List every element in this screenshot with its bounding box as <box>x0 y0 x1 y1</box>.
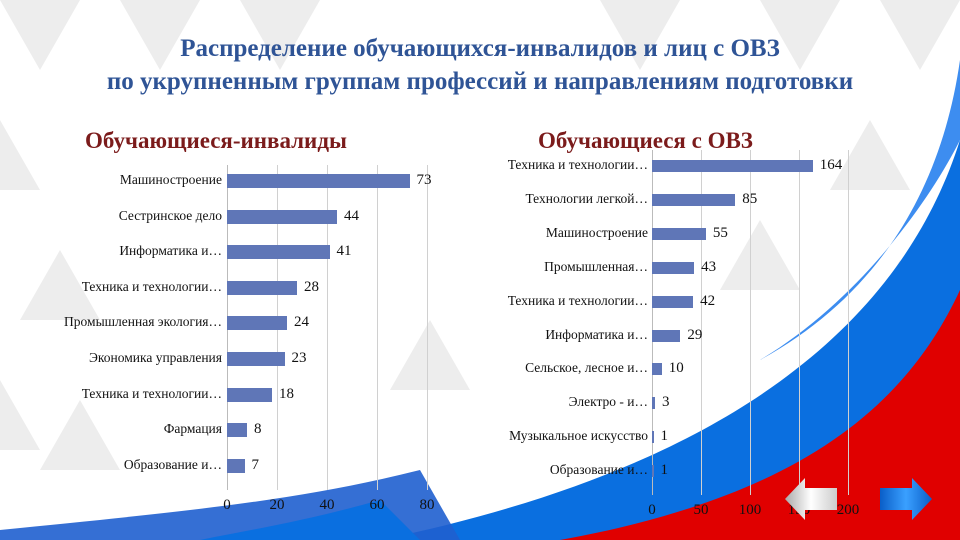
category-label: Технологии легкой… <box>525 190 648 206</box>
gridline <box>427 165 428 490</box>
gridline <box>848 150 849 495</box>
gridline <box>799 150 800 495</box>
chart-title-disabled: Обучающиеся-инвалиды <box>85 128 347 153</box>
category-label: Образование и… <box>549 462 648 478</box>
data-label: 10 <box>668 360 684 377</box>
category-label: Информатика и… <box>545 326 648 342</box>
x-tick-label: 100 <box>738 502 762 518</box>
data-label: 85 <box>742 190 758 207</box>
gridline <box>701 150 702 495</box>
category-label: Машиностроение <box>545 224 648 240</box>
bar <box>652 465 654 478</box>
category-label: Техника и технологии… <box>507 157 648 172</box>
category-label: Сестринское дело <box>118 207 222 223</box>
x-tick-label: 40 <box>319 497 335 513</box>
prev-slide-button[interactable] <box>785 478 837 520</box>
x-tick-label: 200 <box>836 502 860 518</box>
x-tick-label: 0 <box>648 502 656 518</box>
category-label: Экономика управления <box>88 350 222 365</box>
bar <box>652 295 694 308</box>
bar <box>227 209 337 224</box>
category-label: Электро - и… <box>568 394 648 410</box>
category-label: Музыкальное искусство <box>509 428 648 444</box>
next-slide-button[interactable] <box>880 478 932 520</box>
data-label: 1 <box>660 462 669 479</box>
slide-title: Распределение обучающихся-инвалидов и ли… <box>0 32 960 98</box>
bar <box>652 261 695 274</box>
data-label: 29 <box>687 326 703 343</box>
gridline <box>327 165 328 490</box>
arrow-right-icon <box>880 478 932 520</box>
gridline <box>750 150 751 495</box>
category-label: Машиностроение <box>119 172 222 187</box>
data-label: 42 <box>700 292 716 309</box>
data-label: 73 <box>416 172 432 188</box>
data-label: 43 <box>701 258 717 275</box>
bar <box>652 363 662 376</box>
category-label: Информатика и… <box>119 243 222 259</box>
category-label: Образование и… <box>123 456 222 472</box>
bar <box>652 193 736 206</box>
bar <box>227 245 330 260</box>
chart-title-ovz: Обучающиеся с ОВЗ <box>538 128 753 153</box>
bar <box>652 160 813 172</box>
data-label: 55 <box>712 224 728 241</box>
x-tick-label: 60 <box>369 497 385 513</box>
category-label: Фармация <box>163 421 222 437</box>
x-tick-label: 50 <box>693 502 709 518</box>
bar <box>227 387 272 402</box>
bar <box>227 316 287 331</box>
data-label: 8 <box>254 421 262 438</box>
gridline <box>377 165 378 490</box>
bar <box>227 423 247 438</box>
category-label: Техника и технологии… <box>81 278 222 294</box>
bar <box>227 280 297 295</box>
bar <box>227 352 285 366</box>
data-label: 7 <box>251 456 260 473</box>
arrow-left-icon <box>785 478 837 520</box>
data-label: 18 <box>279 385 294 402</box>
category-label: Промышленная… <box>544 258 648 274</box>
data-label: 24 <box>294 314 309 331</box>
bar <box>227 174 410 188</box>
y-axis-line <box>652 150 653 495</box>
x-tick-label: 80 <box>419 497 435 513</box>
category-label: Техника и технологии… <box>507 292 648 308</box>
data-label: 3 <box>661 394 670 411</box>
bar <box>652 397 655 410</box>
bar <box>652 227 706 240</box>
data-label: 23 <box>291 350 307 366</box>
category-label: Техника и технологии… <box>81 385 222 401</box>
slide-title-line2: по укрупненным группам профессий и напра… <box>106 68 854 95</box>
data-label: 44 <box>344 207 359 224</box>
data-label: 28 <box>304 278 319 295</box>
bar <box>652 329 681 342</box>
bar <box>652 431 654 444</box>
category-label: Промышленная экология… <box>64 314 222 330</box>
data-label: 164 <box>819 157 843 173</box>
slide-title-line1: Распределение обучающихся-инвалидов и ли… <box>180 35 780 62</box>
bar <box>227 458 245 473</box>
data-label: 41 <box>336 243 352 260</box>
x-tick-label: 0 <box>223 497 231 513</box>
category-label: Сельское, лесное и… <box>525 360 648 376</box>
x-tick-label: 20 <box>269 497 285 513</box>
data-label: 1 <box>660 428 669 445</box>
